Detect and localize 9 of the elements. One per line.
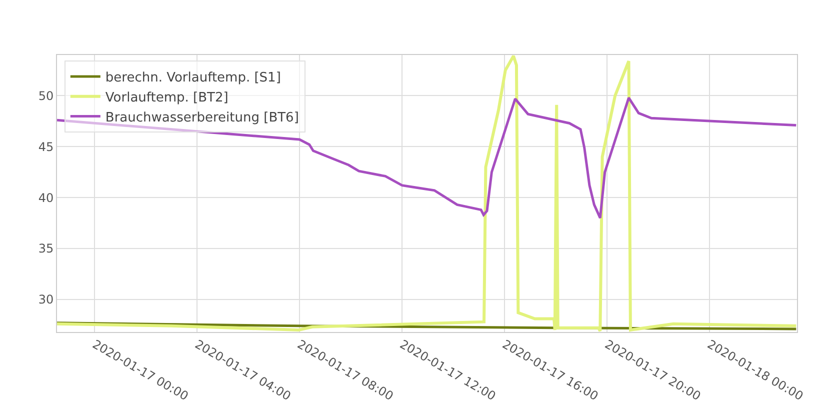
line-series bbox=[57, 55, 797, 332]
y-tick-label: 35 bbox=[38, 242, 54, 256]
y-tick-label: 50 bbox=[38, 88, 54, 103]
legend-label: berechn. Vorlauftemp. [S1] bbox=[105, 70, 281, 86]
legend-label: Vorlauftemp. [BT2] bbox=[105, 90, 228, 106]
y-tick-label: 45 bbox=[38, 140, 54, 154]
y-tick-label: 40 bbox=[38, 190, 54, 205]
y-tick-label: 30 bbox=[38, 292, 54, 307]
legend-label: Brauchwasserbereitung [BT6] bbox=[105, 110, 299, 126]
